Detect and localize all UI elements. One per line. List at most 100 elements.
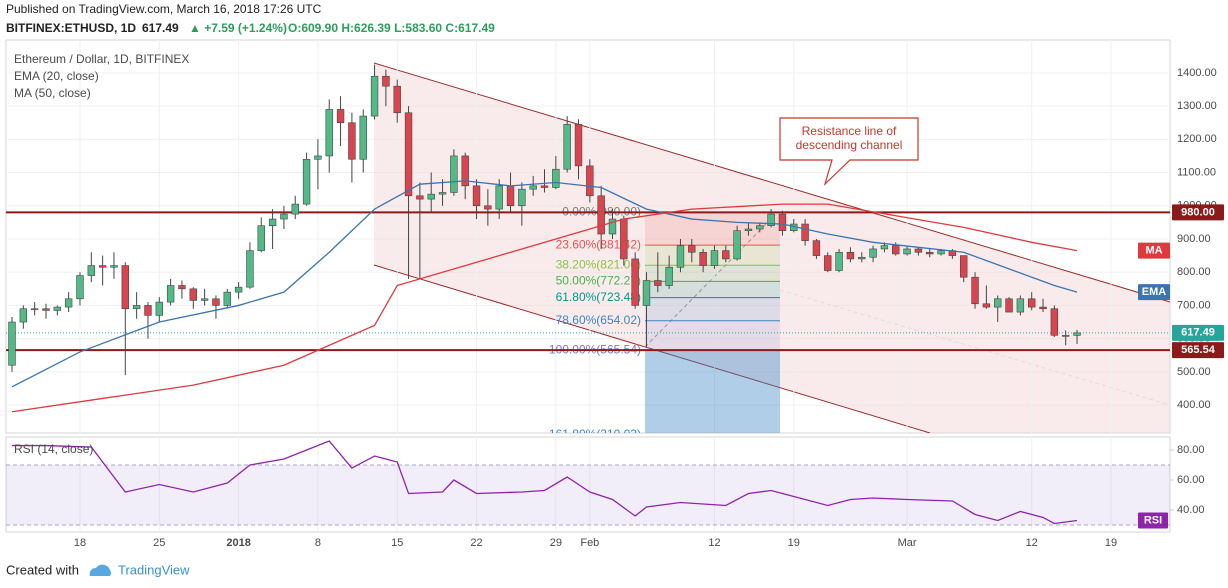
main-plot: 0.00%(980.00)23.60%(881.42)38.20%(821.06…	[6, 40, 1170, 433]
candle-body	[472, 185, 481, 207]
candle-body	[982, 303, 991, 308]
fib-band	[645, 265, 780, 282]
candle-body	[348, 122, 356, 160]
ohlc: O:609.90 H:626.39 L:583.60 C:617.49	[288, 21, 495, 35]
candle-body	[914, 248, 923, 253]
candle-body	[869, 248, 877, 258]
y-tick-label: 1300.00	[1177, 100, 1217, 112]
main-panel	[5, 39, 1171, 434]
candle-body	[132, 305, 141, 310]
legend: Ethereum / Dollar, 1D, BITFINEX EMA (20,…	[14, 52, 189, 456]
candle-body	[858, 256, 866, 260]
candle-body	[495, 185, 503, 210]
candle-body	[722, 250, 730, 260]
level-label: 565.54	[1181, 344, 1216, 356]
x-tick-label: Feb	[580, 537, 599, 549]
candle-body	[370, 75, 379, 117]
candle-body	[314, 155, 322, 160]
fib-label: 61.80%(723.48)	[556, 290, 641, 304]
callout-text: descending channel	[796, 138, 903, 152]
series-tag-box	[1138, 284, 1170, 301]
candle-body	[461, 155, 469, 187]
last-price-label-box	[1172, 324, 1224, 341]
candle-body	[665, 266, 673, 286]
candle-body	[280, 213, 288, 220]
footer-created: Created with	[6, 562, 79, 577]
published: Published on TradingView.com, March 16, …	[6, 2, 322, 16]
candle-body	[597, 195, 605, 235]
candle-body	[506, 185, 515, 207]
candle-body	[234, 286, 243, 293]
footer-brand: TradingView	[118, 562, 190, 577]
candle-body	[801, 223, 809, 241]
candle-body	[540, 185, 549, 188]
last-price: 617.49	[142, 21, 179, 35]
candle-body	[223, 291, 231, 306]
candle-body	[1016, 298, 1025, 313]
candle-body	[744, 228, 753, 231]
axes: 18 25 2018 8 15 22 29 Feb 12 19 Mar 12 19 400.00 500.0…	[74, 67, 1224, 549]
candle-body	[189, 288, 197, 301]
candle-body	[767, 213, 775, 227]
channel-lower	[373, 264, 931, 433]
legend-rsi: RSI (14, close)	[14, 442, 93, 456]
y-tick-label: 80.00	[1177, 444, 1205, 456]
last-price-label: 617.49	[1181, 327, 1215, 339]
candle-body	[971, 276, 979, 305]
rsi-plot	[6, 437, 1170, 532]
candle-body	[676, 245, 685, 268]
candle-body	[484, 205, 492, 210]
candle-body	[892, 245, 900, 255]
candle-body	[98, 265, 107, 268]
candle-body	[450, 155, 458, 193]
candle-body	[654, 280, 662, 286]
x-tick-label: 15	[391, 537, 403, 549]
rsi-tag: RSI	[1144, 514, 1162, 526]
fib-label: 38.20%(821.06)	[556, 257, 641, 271]
candle-body	[427, 193, 435, 200]
candle-body	[291, 203, 299, 215]
candle-body	[166, 285, 175, 303]
candle-body	[518, 188, 526, 207]
candle-body	[1050, 308, 1059, 336]
candle-body	[563, 124, 571, 170]
candle-body	[19, 308, 28, 323]
x-tick-label: 12	[708, 537, 720, 549]
series-tag: MA	[1145, 245, 1162, 257]
legend-ma: MA (50, close)	[14, 86, 91, 100]
x-tick-label: 19	[788, 537, 800, 549]
y-tick-label: 60.00	[1177, 474, 1205, 486]
change: ▲ +7.59 (+1.24%)	[189, 21, 287, 35]
legend-title: Ethereum / Dollar, 1D, BITFINEX	[14, 52, 189, 66]
candle-body	[110, 265, 118, 268]
candle-body	[1061, 335, 1070, 337]
candle-body	[835, 251, 843, 271]
candle-body	[642, 280, 651, 306]
indicator-line	[11, 180, 1078, 388]
fib-band	[645, 297, 780, 321]
projection	[779, 289, 1170, 406]
candle-body	[824, 255, 832, 271]
x-tick-label: 19	[1105, 537, 1117, 549]
x-tick-label: 25	[153, 537, 165, 549]
y-tick-label: 500.00	[1177, 366, 1211, 378]
callout-text: Resistance line of	[802, 124, 897, 138]
candle-body	[268, 218, 277, 227]
x-tick-label: Mar	[898, 537, 917, 549]
y-tick-label: 40.00	[1177, 504, 1205, 516]
level-label-box	[1172, 342, 1224, 359]
channel-upper	[373, 62, 1170, 303]
candle-body	[733, 230, 741, 260]
candle-body	[87, 265, 96, 276]
candle-body	[1073, 332, 1081, 336]
candle-body	[1039, 306, 1047, 310]
candle-body	[155, 301, 163, 316]
rsi-tag-box	[1138, 512, 1168, 529]
candle-body	[257, 225, 265, 251]
fib-band	[645, 350, 780, 433]
x-tick-label: 12	[1026, 537, 1038, 549]
candle-body	[960, 255, 968, 278]
candle-body	[64, 298, 73, 308]
level-label-box	[1172, 204, 1224, 221]
candle-body	[631, 258, 639, 306]
